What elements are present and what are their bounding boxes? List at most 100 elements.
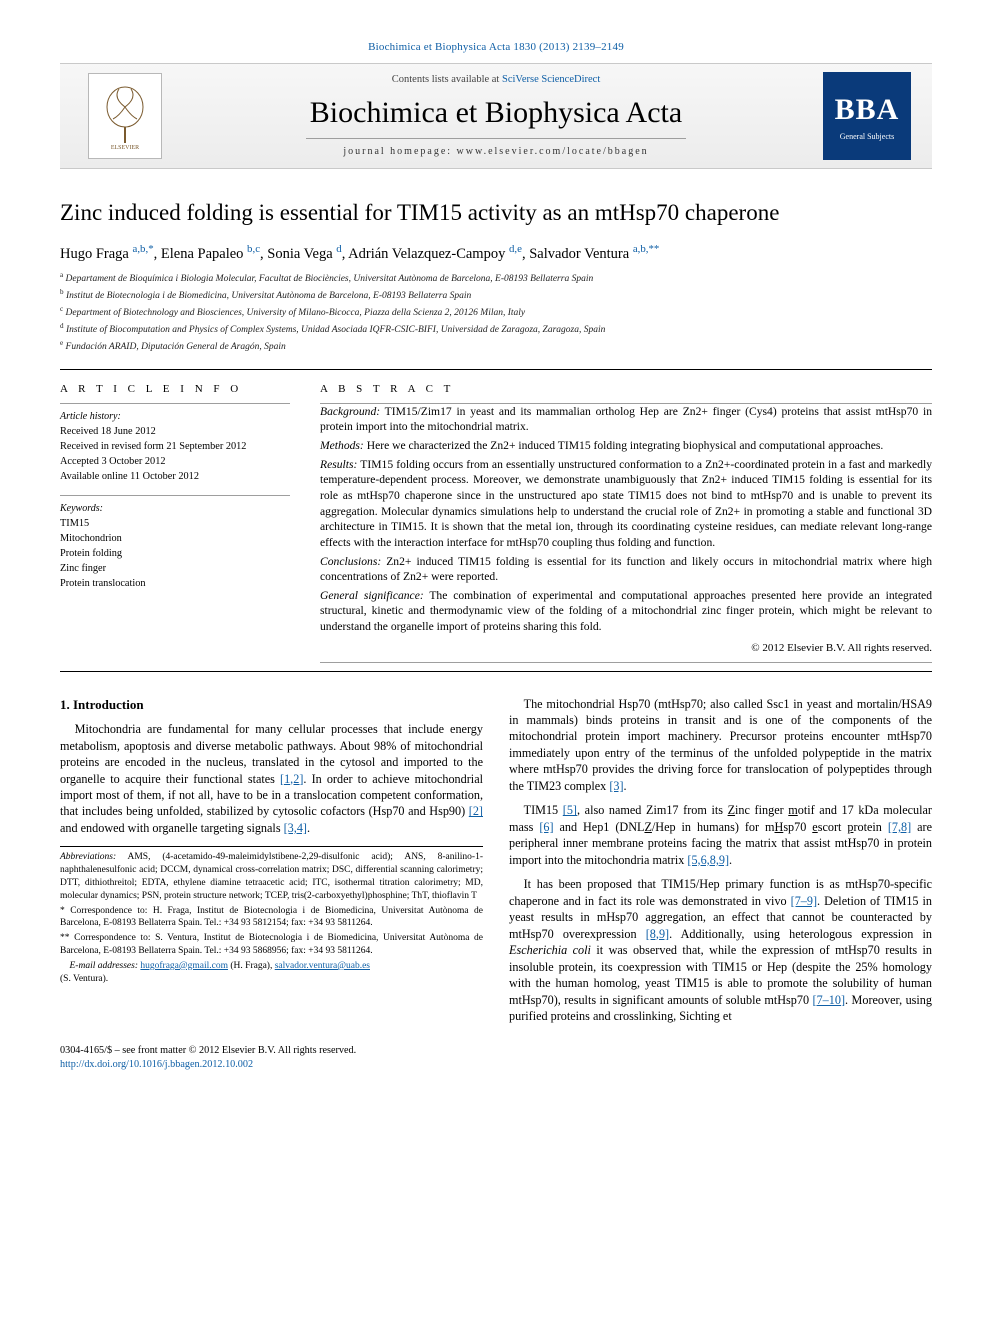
contents-prefix: Contents lists available at xyxy=(392,74,502,85)
contents-lists-line: Contents lists available at SciVerse Sci… xyxy=(180,73,812,87)
abstract-seg-text: TIM15 folding occurs from an essentially… xyxy=(320,458,932,549)
abstract-seg-text: Zn2+ induced TIM15 folding is essential … xyxy=(320,555,932,584)
ref-link[interactable]: [1,2] xyxy=(280,772,303,786)
email-addresses: E-mail addresses: hugofraga@gmail.com (H… xyxy=(60,960,483,986)
page-root: Biochimica et Biophysica Acta 1830 (2013… xyxy=(0,0,992,1112)
ref-link[interactable]: [7–10] xyxy=(813,993,846,1007)
bba-logo-sub: General Subjects xyxy=(840,133,894,142)
author-name: Elena Papaleo xyxy=(161,246,244,262)
masthead: ELSEVIER Contents lists available at Sci… xyxy=(60,63,932,169)
corresponding-author: * Correspondence to: H. Fraga, Institut … xyxy=(60,905,483,931)
history-item: Available online 11 October 2012 xyxy=(60,470,290,485)
affiliation: d Institute of Biocomputation and Physic… xyxy=(60,321,932,338)
affiliation: b Institut de Biotecnologia i de Biomedi… xyxy=(60,287,932,304)
species-name: Escherichia coli xyxy=(509,943,591,957)
abstract-rule-bottom xyxy=(320,662,932,663)
author: Sonia Vega d xyxy=(267,246,341,262)
abstract-seg-label: Results: xyxy=(320,458,357,471)
abstract-heading: A B S T R A C T xyxy=(320,382,932,397)
homepage-prefix: journal homepage: xyxy=(343,146,456,157)
abstract-segment: Results: TIM15 folding occurs from an es… xyxy=(320,457,932,551)
issn-line: 0304-4165/$ – see front matter © 2012 El… xyxy=(60,1044,356,1058)
sciencedirect-link[interactable]: SciVerse ScienceDirect xyxy=(502,74,600,85)
article-history: Received 18 June 2012 Received in revise… xyxy=(60,425,290,485)
info-abstract-row: A R T I C L E I N F O Article history: R… xyxy=(60,374,932,663)
abstract-seg-label: Conclusions: xyxy=(320,555,381,568)
bba-logo-text: BBA xyxy=(835,90,900,131)
body-paragraph: Mitochondria are fundamental for many ce… xyxy=(60,721,483,836)
author: Adrián Velazquez-Campoy d,e xyxy=(348,246,522,262)
history-item: Received 18 June 2012 xyxy=(60,425,290,440)
abstract-seg-label: General significance: xyxy=(320,589,424,602)
ref-link[interactable]: [3] xyxy=(609,779,623,793)
article-info: A R T I C L E I N F O Article history: R… xyxy=(60,374,290,663)
doi-link[interactable]: http://dx.doi.org/10.1016/j.bbagen.2012.… xyxy=(60,1059,253,1070)
keyword: Mitochondrion xyxy=(60,532,290,547)
author: Hugo Fraga a,b,* xyxy=(60,246,154,262)
body-paragraph: The mitochondrial Hsp70 (mtHsp70; also c… xyxy=(509,696,932,795)
keyword: Protein translocation xyxy=(60,577,290,592)
masthead-center: Contents lists available at SciVerse Sci… xyxy=(180,73,812,158)
body-columns: 1. Introduction Mitochondria are fundame… xyxy=(60,696,932,1033)
abstract-segment: Conclusions: Zn2+ induced TIM15 folding … xyxy=(320,554,932,585)
svg-text:ELSEVIER: ELSEVIER xyxy=(111,145,139,151)
author-name: Sonia Vega xyxy=(267,246,332,262)
author-affs: a,b,* xyxy=(133,243,154,255)
artinfo-rule xyxy=(60,495,290,496)
keyword: TIM15 xyxy=(60,517,290,532)
abstract-seg-label: Background: xyxy=(320,405,380,418)
abstract-seg-text: TIM15/Zim17 in yeast and its mammalian o… xyxy=(320,405,932,434)
keyword: Protein folding xyxy=(60,547,290,562)
masthead-divider xyxy=(306,138,685,139)
ref-link[interactable]: [8,9] xyxy=(646,927,669,941)
corr-mark-link[interactable]: ** xyxy=(649,243,660,255)
article-title: Zinc induced folding is essential for TI… xyxy=(60,197,932,228)
author-affs: b,c xyxy=(247,243,260,255)
section-heading: 1. Introduction xyxy=(60,696,483,714)
abstract-segment: Methods: Here we characterized the Zn2+ … xyxy=(320,438,932,454)
footer-left: 0304-4165/$ – see front matter © 2012 El… xyxy=(60,1044,356,1072)
abstract-seg-text: Here we characterized the Zn2+ induced T… xyxy=(364,439,884,452)
email-link[interactable]: hugofraga@gmail.com xyxy=(140,961,228,971)
ref-link[interactable]: [7–9] xyxy=(791,894,817,908)
article-info-heading: A R T I C L E I N F O xyxy=(60,382,290,397)
body-paragraph: It has been proposed that TIM15/Hep prim… xyxy=(509,876,932,1024)
running-head: Biochimica et Biophysica Acta 1830 (2013… xyxy=(60,40,932,55)
author-name: Hugo Fraga xyxy=(60,246,129,262)
author-affs: a,b,** xyxy=(633,243,660,255)
author-name: Salvador Ventura xyxy=(529,246,629,262)
author: Salvador Ventura a,b,** xyxy=(529,246,659,262)
author: Elena Papaleo b,c xyxy=(161,246,260,262)
abstract-copyright: © 2012 Elsevier B.V. All rights reserved… xyxy=(320,641,932,656)
artinfo-rule xyxy=(60,403,290,404)
journal-homepage-line: journal homepage: www.elsevier.com/locat… xyxy=(180,145,812,159)
affiliation: c Department of Biotechnology and Biosci… xyxy=(60,304,932,321)
abstract-segment: Background: TIM15/Zim17 in yeast and its… xyxy=(320,404,932,435)
ref-link[interactable]: [7,8] xyxy=(888,820,911,834)
author-affs: d,e xyxy=(509,243,522,255)
author-affs: d xyxy=(336,243,341,255)
keyword: Zinc finger xyxy=(60,562,290,577)
ref-link[interactable]: [5] xyxy=(563,803,577,817)
corresponding-author: ** Correspondence to: S. Ventura, Instit… xyxy=(60,932,483,958)
ref-link[interactable]: [6] xyxy=(539,820,553,834)
corr-mark-link[interactable]: * xyxy=(148,243,153,255)
affiliation: e Fundación ARAID, Diputación General de… xyxy=(60,338,932,355)
ref-link[interactable]: [2] xyxy=(469,804,483,818)
ref-link[interactable]: [5,6,8,9] xyxy=(687,853,729,867)
elsevier-tree-icon: ELSEVIER xyxy=(97,81,153,151)
ref-link[interactable]: [3,4] xyxy=(284,821,307,835)
history-item: Received in revised form 21 September 20… xyxy=(60,440,290,455)
footnotes: Abbreviations: AMS, (4-acetamido-49-male… xyxy=(60,846,483,985)
publisher-logo-slot: ELSEVIER xyxy=(70,73,180,159)
email-link[interactable]: salvador.ventura@uab.es xyxy=(275,961,370,971)
section-rule-top xyxy=(60,369,932,370)
keywords: TIM15 Mitochondrion Protein folding Zinc… xyxy=(60,517,290,592)
abstract: A B S T R A C T Background: TIM15/Zim17 … xyxy=(320,374,932,663)
affiliation: a Departament de Bioquímica i Biologia M… xyxy=(60,270,932,287)
journal-logo-slot: BBA General Subjects xyxy=(812,72,922,160)
keywords-heading: Keywords: xyxy=(60,502,290,516)
author-name: Adrián Velazquez-Campoy xyxy=(348,246,505,262)
article-history-heading: Article history: xyxy=(60,410,290,424)
history-item: Accepted 3 October 2012 xyxy=(60,455,290,470)
